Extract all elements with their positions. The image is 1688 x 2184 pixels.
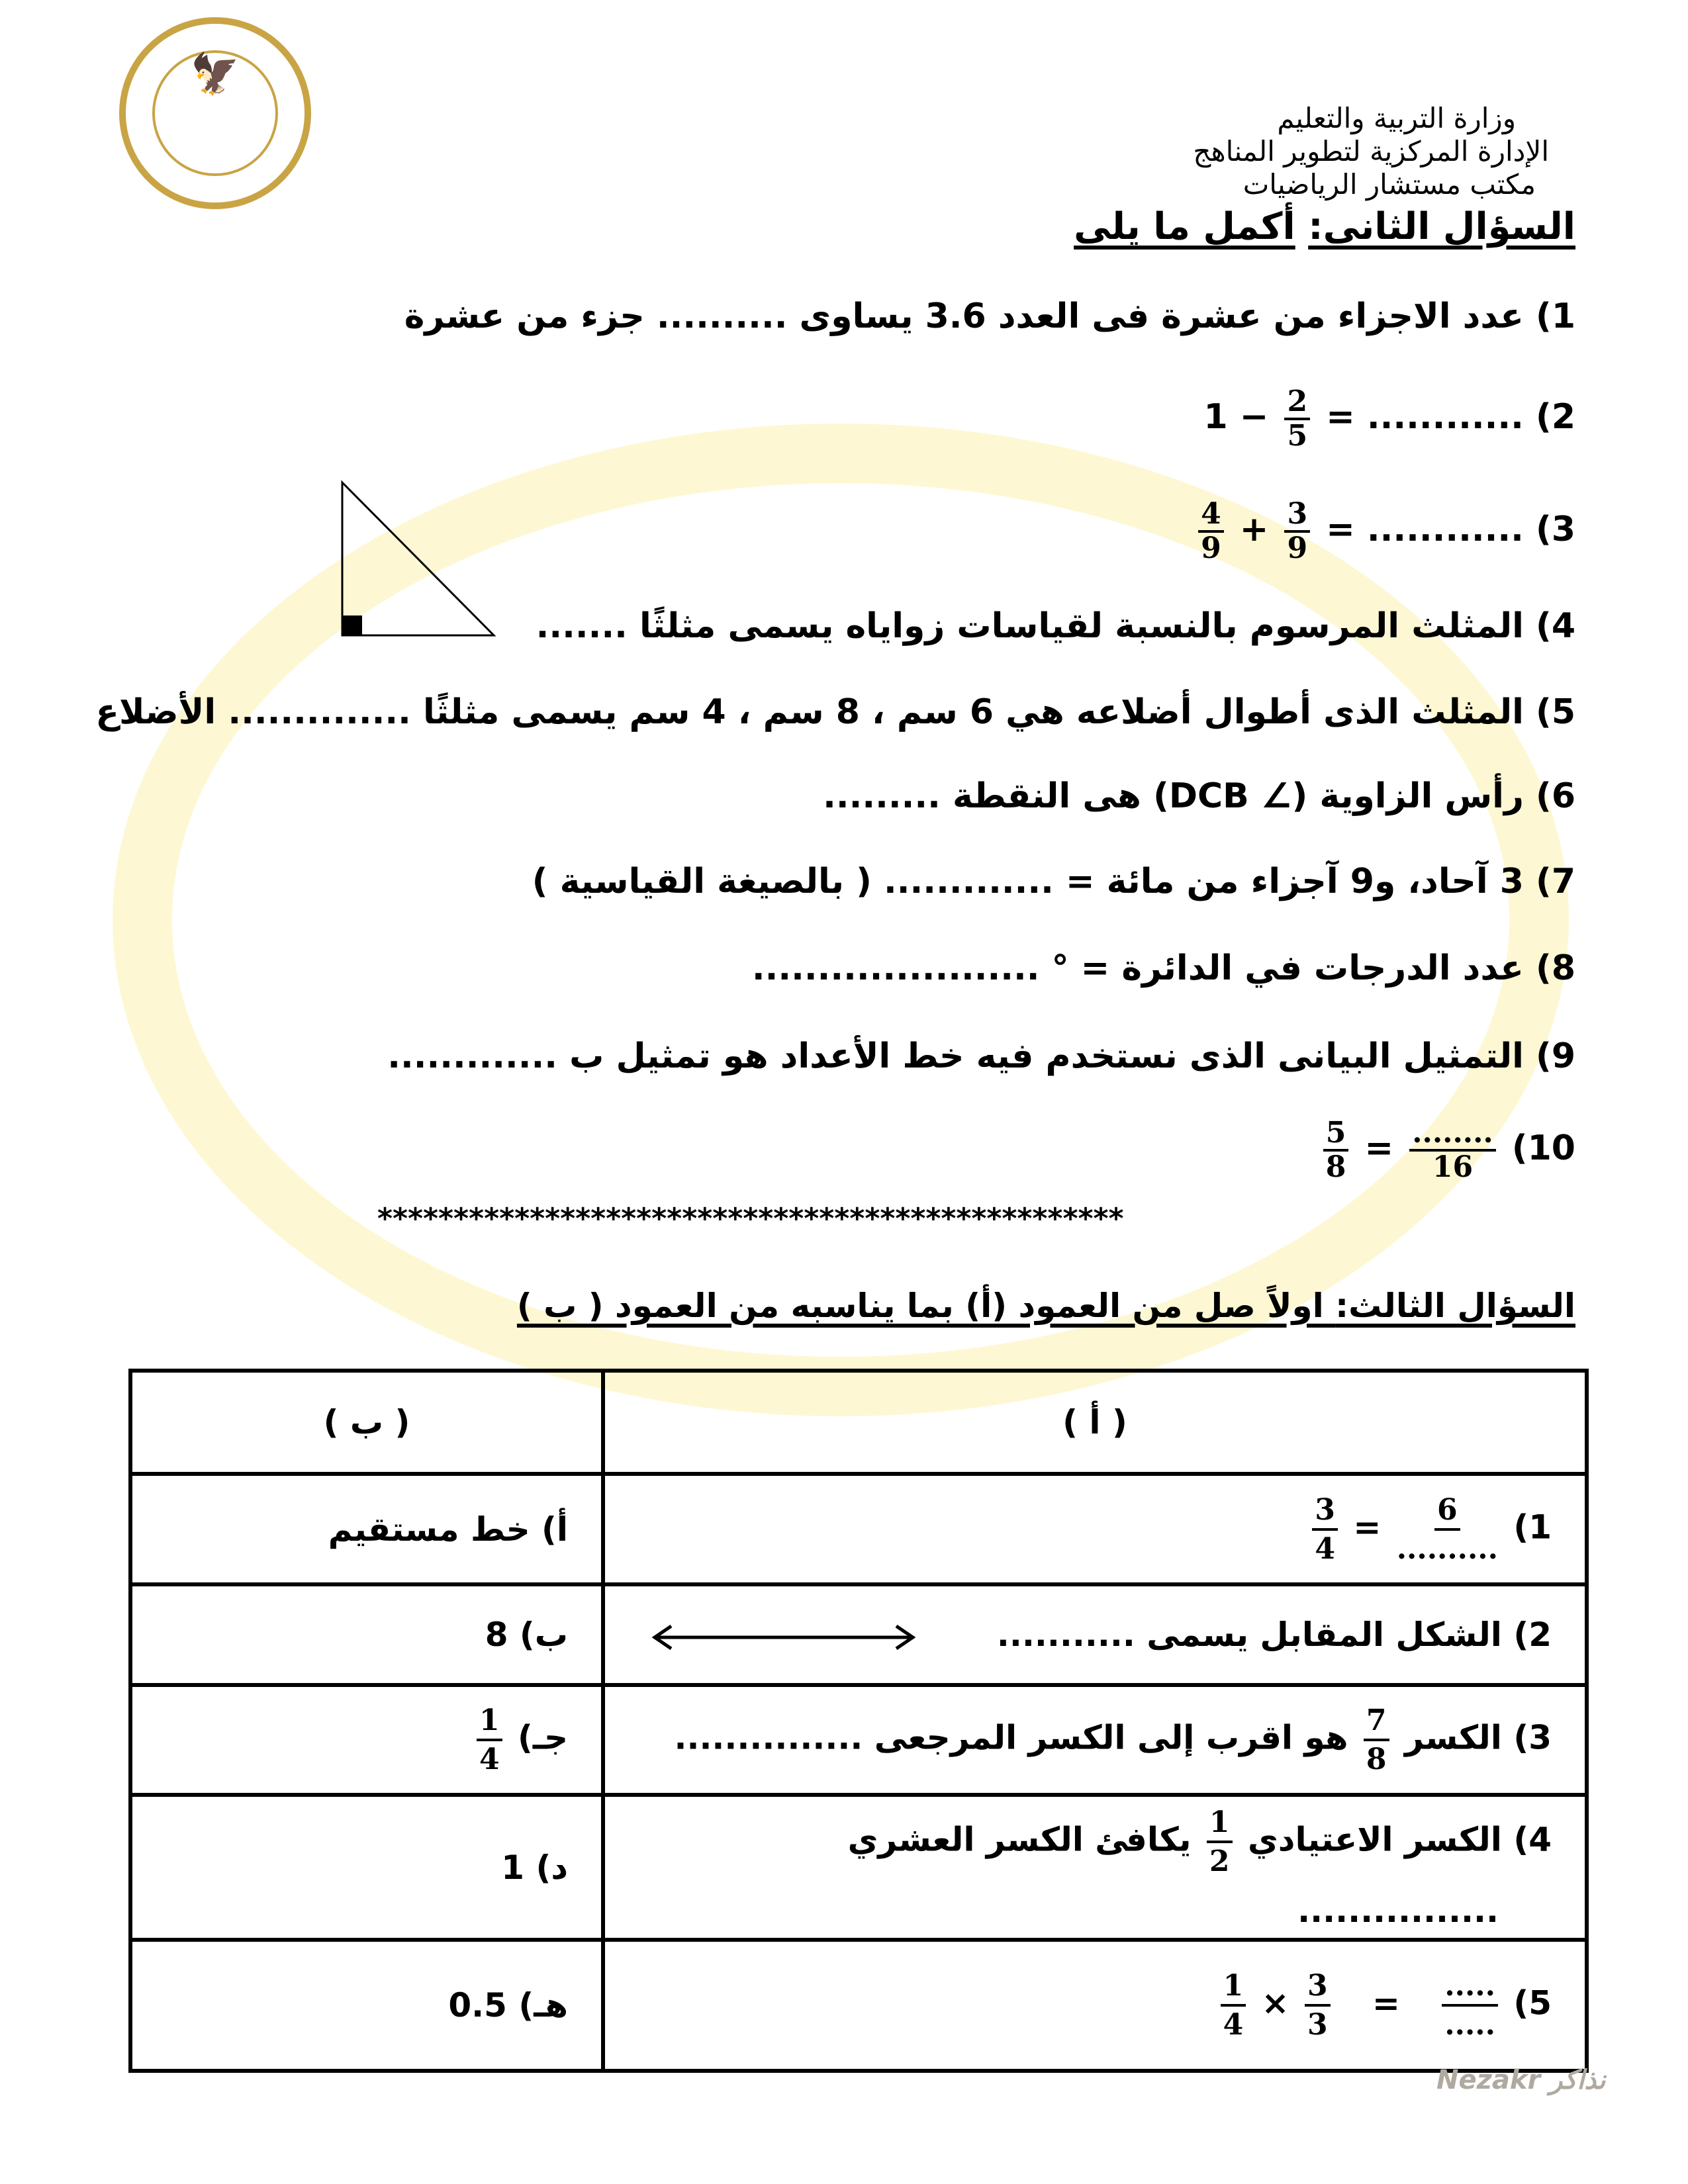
q2-item-4: 4) المثلث المرسوم بالنسبة لقياسات زواياه… [536,606,1575,646]
eagle-icon: 🦅 [190,51,240,97]
fraction: ........ 16 [1409,1118,1496,1182]
q2-item-5: 5) المثلث الذى أطوال أضلاعه هي 6 سم ، 8 … [95,692,1575,732]
cell-a-2: 2) الشكل المقابل يسمى ........... [601,1582,1589,1687]
column-b-header: ( ب ) [128,1369,605,1476]
double-arrow-line-icon [651,1624,915,1650]
q2-title-instruction: أكمل ما يلى [1074,205,1295,248]
cell-b-1: أ) خط مستقيم [128,1472,605,1586]
q2-item-1: 1) عدد الاجزاء من عشرة فى العدد 3.6 يساو… [404,296,1575,336]
cell-b-4: د) 1 [128,1793,605,1942]
q2-item-8: 8) عدد الدرجات في الدائرة = ° ..........… [751,948,1575,988]
q2-item-9: 9) التمثيل البيانى الذى نستخدم فيه خط ال… [387,1036,1575,1076]
separator: ****************************************… [377,1202,1124,1236]
cell-b-5: هـ) 0.5 [128,1938,605,2073]
header-office: مكتب مستشار الرياضيات [1243,168,1536,201]
cell-b-2: ب) 8 [128,1582,605,1687]
brand-watermark: Nezakr نذاكر [1436,2065,1606,2095]
q3-title: السؤال الثالث: اولاً صل من العمود (أ) بم… [516,1287,1575,1325]
header-department: الإدارة المركزية لتطوير المناهج [1193,135,1549,167]
q2-item-6: 6) رأس الزاوية (∠ DCB) هى النقطة .......… [823,776,1575,816]
q2-title-label: السؤال الثانى: [1308,205,1575,248]
column-a-header: ( أ ) [601,1369,1589,1476]
q2-title: السؤال الثانى: أكمل ما يلى [1074,208,1575,246]
table-row: 2) الشكل المقابل يسمى ........... ب) 8 [128,1582,1589,1687]
header-ministry: وزارة التربية والتعليم [1277,102,1516,134]
q2-item-7: 7) 3 آحاد، و9 آجزاء من مائة = ..........… [532,862,1575,901]
watermark-seal [113,424,1569,1416]
right-triangle-figure [341,480,496,637]
ministry-logo: 🦅 [119,17,311,209]
